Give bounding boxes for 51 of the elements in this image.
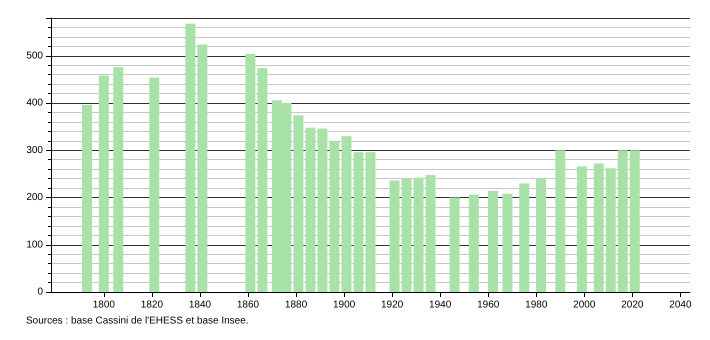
x-tick-label: 1800 <box>92 300 116 310</box>
x-tick-label: 2040 <box>669 300 692 310</box>
bar <box>366 152 376 292</box>
bar <box>185 24 196 292</box>
bar <box>402 178 412 292</box>
bar <box>450 198 460 292</box>
bar <box>353 152 364 292</box>
x-tick-label: 1940 <box>429 300 452 310</box>
source-note: Sources : base Cassini de l'EHESS et base Insee. <box>26 316 249 326</box>
bar <box>113 67 124 292</box>
bar <box>329 140 340 292</box>
x-tick-label: 1900 <box>332 300 356 310</box>
x-tick-label: 2000 <box>573 300 596 310</box>
y-tick-label: 300 <box>26 144 44 156</box>
bar <box>305 128 316 292</box>
bar <box>502 194 512 292</box>
bar <box>576 166 587 292</box>
bar <box>245 54 256 292</box>
bar <box>414 178 424 292</box>
bar <box>341 136 352 292</box>
x-tick-label: 1860 <box>236 300 260 310</box>
bar <box>519 183 530 292</box>
bar <box>257 68 268 292</box>
y-tick-label: 500 <box>26 50 44 62</box>
bar <box>630 150 640 292</box>
x-tick-label: 1880 <box>284 300 308 310</box>
bar <box>293 115 304 292</box>
x-tick-label: 1840 <box>188 300 212 310</box>
x-tick-label: 1980 <box>525 300 548 310</box>
bar <box>555 150 566 292</box>
bar <box>197 44 208 292</box>
y-tick-label: 0 <box>37 286 44 298</box>
bar <box>488 190 498 292</box>
y-tick-label: 400 <box>26 98 44 109</box>
x-tick-label: 2020 <box>621 300 644 310</box>
bar <box>536 178 546 292</box>
x-tick-label: 1820 <box>140 300 164 310</box>
bar <box>594 164 604 292</box>
bar <box>390 180 400 292</box>
y-tick-label: 200 <box>26 192 44 204</box>
bar <box>468 194 479 292</box>
x-tick-label: 1920 <box>380 300 404 310</box>
bar <box>149 78 160 292</box>
bar <box>426 174 436 292</box>
bar <box>98 76 109 292</box>
bar <box>82 104 92 292</box>
bar <box>317 128 328 292</box>
bar <box>606 168 616 292</box>
y-tick-label: 100 <box>26 239 44 250</box>
bar <box>618 150 628 292</box>
x-tick-label: 1960 <box>477 300 500 310</box>
